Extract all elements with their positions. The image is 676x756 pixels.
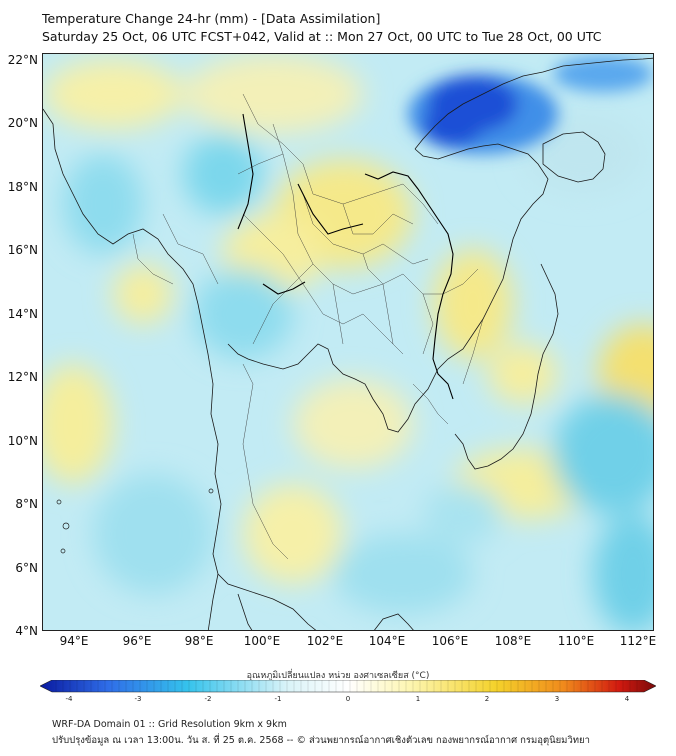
hainan-outline	[542, 131, 606, 183]
temperature-change-map	[43, 54, 653, 630]
lon-label-96e: 96°E	[122, 634, 152, 648]
colorbar-tick: 2	[484, 695, 490, 703]
lon-label-102e: 102°E	[306, 634, 344, 648]
coastlines	[43, 57, 653, 630]
lon-label-100e: 100°E	[243, 634, 281, 648]
colorbar-title: อุณหภูมิเปลี่ยนแปลง หน่วย องศาเซลเซียส (…	[246, 671, 430, 681]
colorbar-tick: 4	[624, 695, 630, 703]
lat-label-16n: 16°N	[7, 243, 38, 257]
map-panel	[42, 53, 654, 631]
colorbar-tick: -2	[204, 695, 212, 703]
lat-label-22n: 22°N	[7, 53, 38, 67]
lat-label-20n: 20°N	[7, 116, 38, 130]
lat-label-18n: 18°N	[7, 180, 38, 194]
colorbar-tick: -1	[274, 695, 282, 703]
colorbar-tick: -3	[134, 695, 142, 703]
lat-label-12n: 12°N	[7, 370, 38, 384]
lon-label-108e: 108°E	[494, 634, 532, 648]
colorbar-tick: -4	[65, 695, 73, 703]
provincial-borders	[132, 93, 484, 560]
lon-label-112e: 112°E	[619, 634, 657, 648]
colorbar-tick: 1	[415, 695, 421, 703]
lon-label-110e: 110°E	[557, 634, 595, 648]
map-title: Temperature Change 24-hr (mm) - [Data As…	[42, 11, 381, 26]
footer-resolution: WRF-DA Domain 01 :: Grid Resolution 9km …	[52, 719, 287, 730]
lon-label-98e: 98°E	[184, 634, 214, 648]
strong-cooling-area	[408, 56, 653, 154]
lat-label-8n: 8°N	[15, 497, 38, 511]
colorbar	[40, 680, 656, 693]
colorbar-tick: 0	[345, 695, 351, 703]
colorbar-gradient	[40, 680, 656, 693]
lon-label-106e: 106°E	[431, 634, 469, 648]
lat-label-10n: 10°N	[7, 434, 38, 448]
lon-label-104e: 104°E	[368, 634, 406, 648]
lat-label-4n: 4°N	[15, 624, 38, 638]
lat-label-6n: 6°N	[15, 561, 38, 575]
small-islands	[56, 488, 214, 554]
lat-label-14n: 14°N	[7, 307, 38, 321]
map-subtitle: Saturday 25 Oct, 06 UTC FCST+042, Valid …	[42, 29, 602, 44]
country-borders	[237, 113, 454, 400]
footer-credit: ปรับปรุงข้อมูล ณ เวลา 13:00น. วัน ส. ที่…	[52, 735, 590, 746]
field-anomalies	[43, 54, 653, 630]
colorbar-tick: 3	[554, 695, 560, 703]
lon-label-94e: 94°E	[59, 634, 89, 648]
